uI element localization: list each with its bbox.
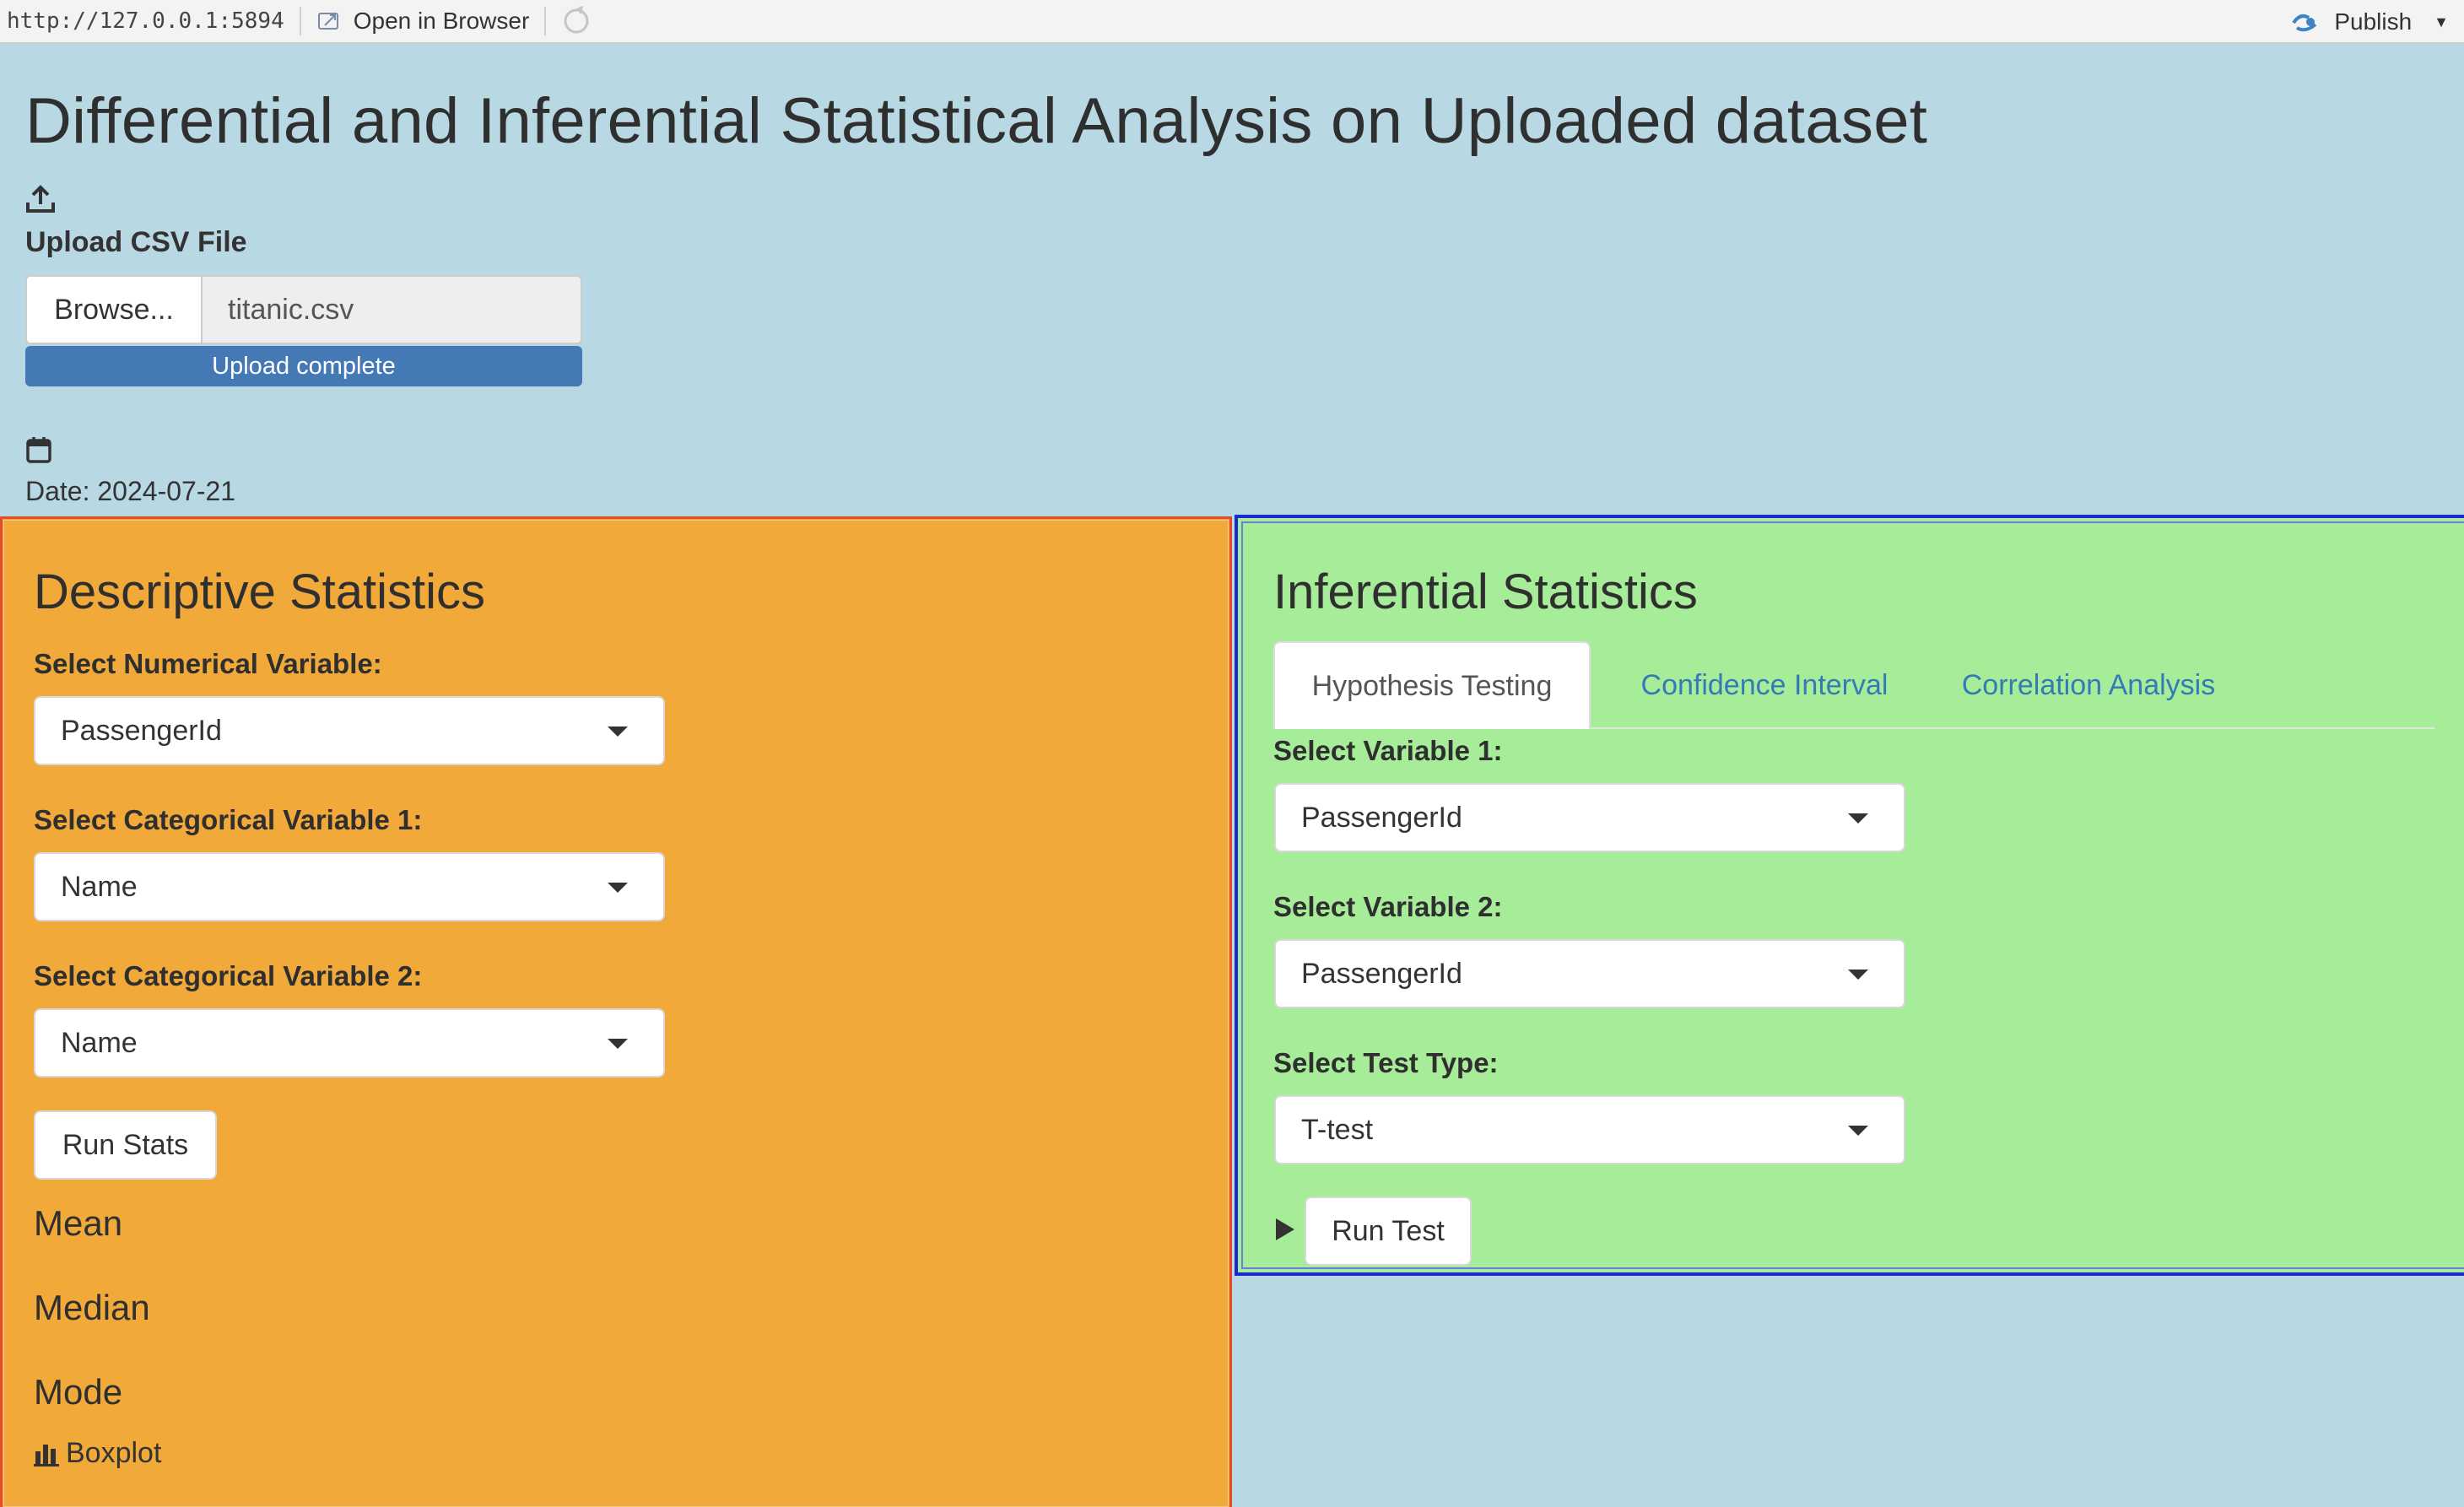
- median-heading: Median: [34, 1288, 150, 1327]
- test-type-value: T-test: [1301, 1113, 1374, 1146]
- chevron-down-icon: [608, 1039, 628, 1049]
- chevron-down-icon: [1848, 970, 1868, 980]
- numerical-variable-label: Select Numerical Variable:: [34, 648, 382, 679]
- chevron-down-icon: [608, 883, 628, 893]
- publish-icon: [2292, 14, 2317, 32]
- inferential-tabs: Hypothesis Testing Confidence Interval C…: [1273, 641, 2434, 729]
- chevron-down-icon: [608, 726, 628, 737]
- open-browser-icon: [317, 13, 338, 30]
- bar-chart-icon: [34, 1444, 59, 1466]
- variable-1-value: PassengerId: [1301, 801, 1462, 834]
- page-title: Differential and Inferential Statistical…: [25, 85, 1928, 157]
- file-name-field: titanic.csv: [228, 293, 354, 326]
- categorical-variable-2-label: Select Categorical Variable 2:: [34, 960, 423, 991]
- boxplot-heading: Boxplot: [34, 1437, 161, 1470]
- browse-button[interactable]: Browse...: [27, 277, 203, 343]
- variable-1-label: Select Variable 1:: [1273, 735, 1503, 766]
- open-in-browser-button[interactable]: Open in Browser: [316, 8, 530, 35]
- inferential-title: Inferential Statistics: [1273, 564, 1698, 619]
- boxplot-label: Boxplot: [66, 1437, 162, 1469]
- mode-heading: Mode: [34, 1372, 123, 1412]
- browser-toolbar: http://127.0.0.1:5894 Open in Browser Pu…: [0, 0, 2464, 44]
- upload-label: Upload CSV File: [25, 226, 247, 258]
- categorical-variable-1-value: Name: [61, 870, 138, 903]
- tab-confidence-interval[interactable]: Confidence Interval: [1640, 668, 1889, 701]
- variable-1-select[interactable]: PassengerId: [1274, 783, 1905, 852]
- chevron-down-icon: [1848, 1126, 1868, 1136]
- categorical-variable-2-value: Name: [61, 1026, 138, 1059]
- chevron-down-icon: [1848, 813, 1868, 824]
- numerical-variable-select[interactable]: PassengerId: [34, 696, 665, 765]
- test-type-select[interactable]: T-test: [1274, 1095, 1905, 1164]
- variable-2-value: PassengerId: [1301, 957, 1462, 990]
- url-text[interactable]: http://127.0.0.1:5894: [7, 8, 284, 34]
- categorical-variable-2-select[interactable]: Name: [34, 1008, 665, 1078]
- toolbar-divider: [299, 7, 301, 35]
- chevron-down-icon[interactable]: ▼: [2434, 13, 2449, 30]
- run-test-button[interactable]: Run Test: [1305, 1196, 1472, 1266]
- descriptive-title: Descriptive Statistics: [34, 564, 486, 619]
- test-type-label: Select Test Type:: [1273, 1047, 1499, 1078]
- publish-label: Publish: [2334, 8, 2413, 35]
- upload-progress: Upload complete: [25, 346, 582, 386]
- variable-2-select[interactable]: PassengerId: [1274, 939, 1905, 1008]
- upload-progress-bar: Upload complete: [25, 346, 582, 386]
- file-input[interactable]: Browse... titanic.csv: [25, 275, 582, 344]
- date-text: Date: 2024-07-21: [25, 476, 236, 506]
- tab-correlation-analysis[interactable]: Correlation Analysis: [1961, 668, 2216, 701]
- categorical-variable-1-select[interactable]: Name: [34, 852, 665, 921]
- categorical-variable-1-label: Select Categorical Variable 1:: [34, 804, 423, 835]
- mean-heading: Mean: [34, 1203, 123, 1243]
- refresh-icon[interactable]: [561, 6, 592, 36]
- calendar-icon: [26, 437, 51, 463]
- publish-button[interactable]: Publish ▼: [2290, 0, 2449, 44]
- upload-icon: [26, 185, 55, 213]
- variable-2-label: Select Variable 2:: [1273, 891, 1503, 922]
- numerical-variable-value: PassengerId: [61, 714, 222, 747]
- open-in-browser-label: Open in Browser: [353, 8, 530, 34]
- play-icon: [1276, 1218, 1294, 1240]
- tab-hypothesis-testing[interactable]: Hypothesis Testing: [1273, 641, 1591, 729]
- run-stats-button[interactable]: Run Stats: [34, 1110, 217, 1180]
- toolbar-divider: [544, 7, 547, 35]
